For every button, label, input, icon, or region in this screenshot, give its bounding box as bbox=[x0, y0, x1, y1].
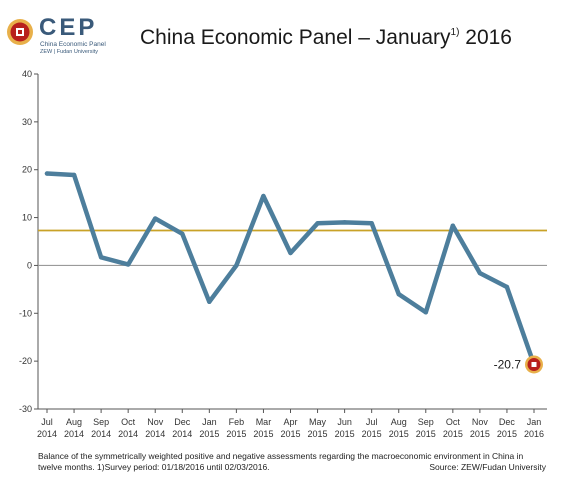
x-tick-label-month: Nov bbox=[147, 417, 164, 427]
x-tick-label-year: 2015 bbox=[308, 429, 328, 439]
x-tick-label-year: 2015 bbox=[497, 429, 517, 439]
x-tick-label-year: 2015 bbox=[389, 429, 409, 439]
data-point bbox=[207, 299, 212, 304]
x-tick-label-month: May bbox=[309, 417, 327, 427]
last-value-marker-center bbox=[531, 361, 537, 367]
data-point bbox=[71, 172, 77, 178]
chart-title-text: China Economic Panel – January bbox=[140, 26, 451, 49]
x-tick-label-month: Jan bbox=[202, 417, 217, 427]
data-point bbox=[153, 216, 158, 221]
y-tick-label: 0 bbox=[27, 260, 32, 270]
x-tick-label-year: 2015 bbox=[443, 429, 463, 439]
data-point bbox=[423, 310, 428, 315]
x-tick-label-month: Mar bbox=[256, 417, 272, 427]
x-tick-label-year: 2015 bbox=[280, 429, 300, 439]
y-tick-label: 20 bbox=[22, 165, 32, 175]
data-point bbox=[98, 255, 104, 260]
data-point bbox=[125, 262, 131, 267]
x-tick-label-year: 2014 bbox=[64, 429, 84, 439]
x-tick-label-month: Dec bbox=[174, 417, 191, 427]
chart-source: Source: ZEW/Fudan University bbox=[429, 462, 546, 472]
y-tick-label: 40 bbox=[22, 69, 32, 79]
series-line bbox=[44, 171, 537, 367]
data-point bbox=[261, 193, 266, 199]
x-tick-label-month: Aug bbox=[391, 417, 407, 427]
x-tick-label-month: Dec bbox=[499, 417, 516, 427]
x-tick-label-year: 2015 bbox=[416, 429, 436, 439]
x-tick-label-year: 2015 bbox=[199, 429, 219, 439]
x-tick-label-year: 2014 bbox=[172, 429, 192, 439]
logo-affiliation: ZEW | Fudan University bbox=[40, 49, 98, 55]
x-tick-label-month: Jan bbox=[527, 417, 542, 427]
data-point bbox=[369, 221, 374, 226]
x-tick-label-month: Jul bbox=[366, 417, 378, 427]
x-tick-label-month: Sep bbox=[418, 417, 434, 427]
chart-footnote: Balance of the symmetrically weighted po… bbox=[38, 451, 524, 472]
x-tick-label-year: 2015 bbox=[335, 429, 355, 439]
data-point bbox=[288, 250, 293, 256]
x-tick-label-year: 2014 bbox=[118, 429, 138, 439]
x-tick-label-year: 2015 bbox=[470, 429, 490, 439]
x-tick-label-month: Nov bbox=[472, 417, 489, 427]
data-point bbox=[450, 223, 456, 228]
chart-title-year: 2016 bbox=[465, 26, 512, 49]
data-point bbox=[342, 220, 347, 225]
logo-text: CEP bbox=[39, 14, 98, 41]
x-tick-label-year: 2014 bbox=[91, 429, 111, 439]
chart-title: China Economic Panel – January1) 2016 bbox=[140, 26, 512, 50]
data-point bbox=[504, 284, 510, 290]
x-tick-label-month: Sep bbox=[93, 417, 109, 427]
y-tick-label: -30 bbox=[19, 404, 32, 414]
line-chart: -30 -20 -10 0 10 20 30 40 Jul 2014 Aug 2014 Sep 2014 O… bbox=[19, 69, 547, 439]
x-tick-label-year: 2015 bbox=[226, 429, 246, 439]
cep-logo: CEP China Economic Panel ZEW | Fudan Uni… bbox=[6, 14, 126, 55]
x-tick-label-month: Aug bbox=[66, 417, 82, 427]
x-tick-label-year: 2014 bbox=[37, 429, 57, 439]
x-tick-label-year: 2015 bbox=[253, 429, 273, 439]
data-point bbox=[180, 231, 185, 237]
x-tick-label-month: Jul bbox=[41, 417, 53, 427]
y-tick-label: -10 bbox=[19, 308, 32, 318]
data-point bbox=[477, 270, 483, 276]
logo-subtitle: China Economic Panel bbox=[40, 41, 106, 48]
y-tick-label: 10 bbox=[22, 213, 32, 223]
x-tick-label-year: 2016 bbox=[524, 429, 544, 439]
x-tick-label-month: Feb bbox=[229, 417, 245, 427]
y-tick-label: 30 bbox=[22, 117, 32, 127]
title-footnote-mark: 1) bbox=[450, 27, 460, 38]
x-tick-label-month: Oct bbox=[446, 417, 461, 427]
x-tick-label-year: 2015 bbox=[362, 429, 382, 439]
data-point bbox=[396, 291, 401, 297]
y-tick-label: -20 bbox=[19, 356, 32, 366]
x-tick-label-year: 2014 bbox=[145, 429, 165, 439]
last-value-label: -20.7 bbox=[494, 357, 522, 371]
cep-logo-icon bbox=[7, 19, 33, 45]
x-tick-label-month: Apr bbox=[283, 417, 297, 427]
x-tick-label-month: Jun bbox=[337, 417, 352, 427]
data-point bbox=[44, 171, 50, 176]
data-point bbox=[234, 263, 239, 268]
x-tick-label-month: Oct bbox=[121, 417, 136, 427]
data-point bbox=[315, 221, 320, 226]
